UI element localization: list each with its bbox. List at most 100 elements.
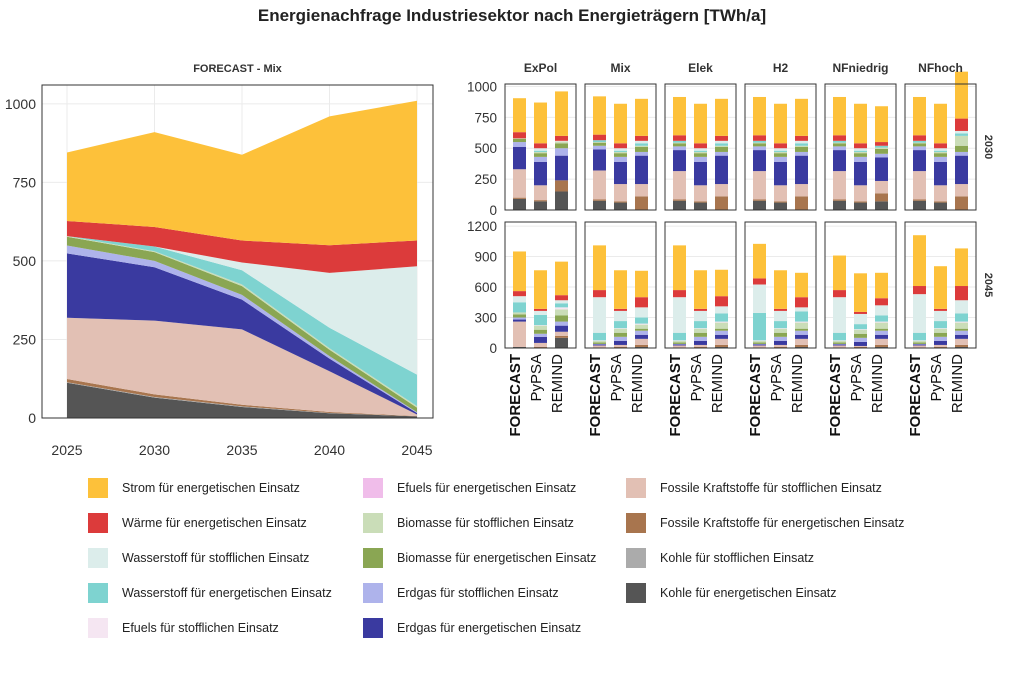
bar-segment	[833, 344, 846, 346]
x-category-label: PyPSA	[688, 354, 705, 402]
bar-segment	[614, 156, 627, 162]
bar-segment	[635, 324, 648, 329]
area-erdgas-fuer-energetischen-einsatz	[67, 253, 417, 415]
bar-segment	[774, 153, 787, 157]
bar-segment	[795, 145, 808, 147]
bar-segment	[513, 198, 526, 210]
bar-segment	[555, 141, 568, 144]
x-category-label: FORECAST	[827, 354, 844, 437]
bar-segment	[774, 328, 787, 333]
bar-segment	[913, 345, 926, 348]
bar-segment	[955, 313, 968, 322]
bar-segment	[513, 142, 526, 147]
bar-segment	[715, 184, 728, 197]
facet-panel-border	[504, 221, 577, 349]
bar-segment	[955, 286, 968, 301]
legend-label: Erdgas für energetischen Einsatz	[397, 621, 582, 635]
bar-segment	[955, 133, 968, 136]
facet-panel-border	[504, 83, 577, 211]
bar-segment	[614, 153, 627, 157]
bar-segment	[854, 273, 867, 312]
bar-segment	[934, 153, 947, 157]
bar-segment	[715, 328, 728, 331]
bar-segment	[833, 135, 846, 141]
bar-segment	[555, 143, 568, 149]
bar-segment	[614, 270, 627, 309]
bar-segment	[673, 96, 686, 136]
bar-segment	[875, 338, 888, 345]
bar-segment	[875, 346, 888, 348]
bar-segment	[875, 201, 888, 210]
bar-segment	[715, 151, 728, 156]
bar-segment	[774, 328, 787, 329]
bar-segment	[715, 313, 728, 322]
bar-segment	[614, 308, 627, 311]
bar-segment	[753, 312, 766, 341]
bar-segment	[795, 143, 808, 146]
facet-y-tick-label: 900	[474, 250, 497, 265]
bar-segment	[955, 334, 968, 339]
bar-segment	[753, 344, 766, 346]
bar-segment	[694, 344, 707, 347]
bar-segment	[795, 334, 808, 339]
bar-segment	[673, 342, 686, 344]
bar-segment	[614, 202, 627, 210]
bar-segment	[833, 297, 846, 333]
bar-segment	[694, 201, 707, 203]
bar-segment	[833, 142, 846, 144]
legend-swatch	[88, 513, 108, 533]
bar-segment	[534, 150, 547, 152]
bar-segment	[913, 142, 926, 144]
legend-item: Wasserstoff für energetischen Einsatz	[88, 583, 332, 603]
bar-segment	[934, 185, 947, 202]
bar-segment	[593, 149, 606, 171]
bar-segment	[513, 132, 526, 139]
bar-segment	[513, 319, 526, 322]
legend-swatch	[88, 478, 108, 498]
bar-segment	[833, 343, 846, 345]
bar-segment	[673, 340, 686, 341]
legend-item: Wasserstoff für stofflichen Einsatz	[88, 548, 309, 568]
area-panel-title: FORECAST - Mix	[193, 63, 282, 75]
x-category-label: PyPSA	[928, 354, 945, 402]
bar-segment	[774, 143, 787, 149]
facet-column-strip: H2	[773, 61, 789, 75]
bar-segment	[635, 344, 648, 347]
bar-segment	[534, 156, 547, 162]
bar-segment	[753, 150, 766, 172]
bar-segment	[934, 151, 947, 154]
legend-label: Biomasse für stofflichen Einsatz	[397, 516, 574, 530]
legend-item: Kohle für energetischen Einsatz	[626, 583, 837, 603]
bar-segment	[774, 201, 787, 203]
area-wasserstoff-fuer-stofflichen-einsatz	[67, 236, 417, 375]
bar-segment	[635, 297, 648, 308]
bar-segment	[913, 340, 926, 341]
bar-segment	[635, 135, 648, 141]
bar-segment	[694, 161, 707, 186]
bar-segment	[854, 150, 867, 152]
bar-segment	[833, 96, 846, 136]
bar-segment	[934, 202, 947, 210]
bar-segment	[955, 135, 968, 146]
bar-segment	[715, 98, 728, 136]
bar-segment	[795, 344, 808, 347]
x-category-label: PyPSA	[528, 354, 545, 402]
bar-segment	[833, 171, 846, 200]
bar-segment	[854, 341, 867, 346]
bar-segment	[913, 150, 926, 172]
bar-segment	[955, 145, 968, 152]
bar-segment	[955, 196, 968, 210]
bar-segment	[593, 200, 606, 210]
bar-segment	[934, 344, 947, 347]
bar-segment	[635, 328, 648, 331]
x-category-label: REMIND	[869, 354, 886, 413]
facet-y-tick-label: 750	[474, 110, 497, 125]
bar-segment	[534, 185, 547, 201]
bar-segment	[715, 196, 728, 210]
bar-segment	[534, 342, 547, 347]
x-tick-label: 2030	[139, 442, 170, 458]
legend-item: Fossile Kraftstoffe für energetischen Ei…	[626, 513, 904, 533]
bar-segment	[715, 140, 728, 144]
bar-segment	[593, 342, 606, 344]
